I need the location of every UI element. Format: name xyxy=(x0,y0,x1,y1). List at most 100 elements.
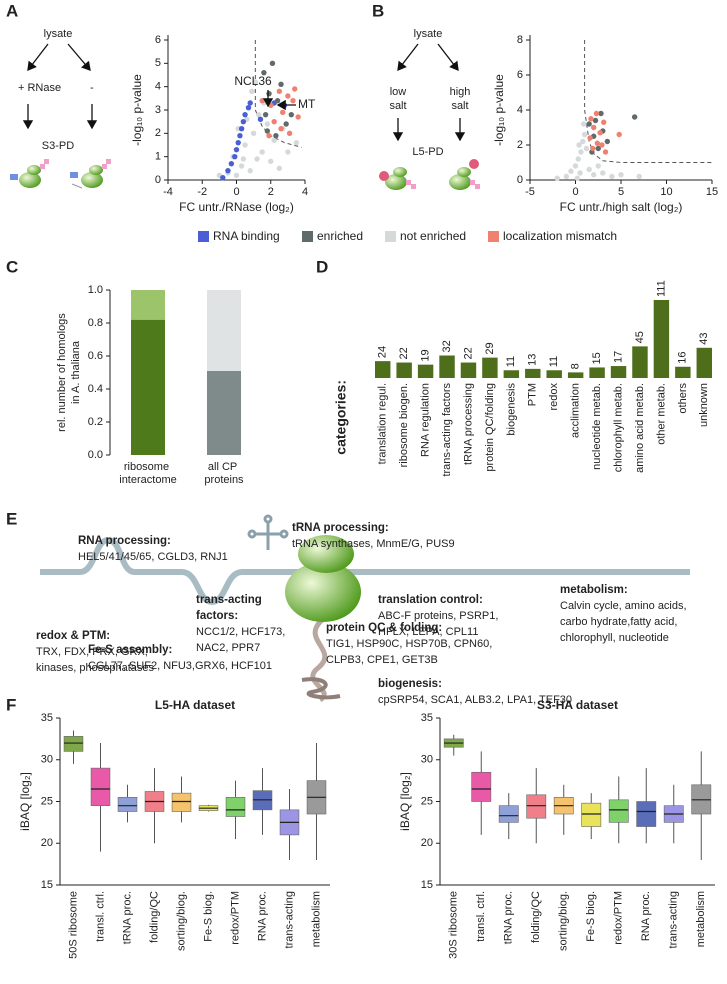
x-tick-label: 5 xyxy=(618,186,624,198)
y-axis-label: iBAQ [log₂] xyxy=(18,772,32,831)
x-tick-label: 0 xyxy=(572,186,578,198)
value-label: 19 xyxy=(420,349,432,361)
point xyxy=(245,104,252,111)
y-tick-label: 6 xyxy=(517,69,523,81)
membrane xyxy=(40,536,690,606)
x-tick-label: sorting/biog. xyxy=(175,891,187,951)
point xyxy=(572,163,579,169)
x-tick-label: amino acid metab. xyxy=(634,383,646,473)
diagram-text: S3-PD xyxy=(42,140,74,152)
point xyxy=(257,116,264,123)
point xyxy=(581,131,588,138)
node-title: protein QC & folding: xyxy=(326,622,442,634)
y-tick-label: 30 xyxy=(421,754,433,766)
x-tick-label: unknown xyxy=(698,383,710,427)
x-tick-label: metabolism xyxy=(310,891,322,947)
x-axis-label: FC untr./RNase (log₂) xyxy=(179,200,294,214)
y-tick-label: 35 xyxy=(421,712,433,724)
y-tick-label: 6 xyxy=(155,34,161,46)
point xyxy=(591,124,597,131)
node-text: TRX, FDX, PRX, GRX, xyxy=(36,646,148,658)
point xyxy=(249,88,255,95)
y-tick-label: 25 xyxy=(421,795,433,807)
x-tick-label: tRNA proc. xyxy=(503,891,515,944)
folded-chain xyxy=(301,677,341,700)
value-label: 32 xyxy=(441,340,453,352)
panel-label: A xyxy=(6,1,18,20)
large-subunit xyxy=(285,562,361,622)
point xyxy=(256,111,262,118)
node-title: biogenesis: xyxy=(378,678,442,690)
point xyxy=(271,137,277,144)
bar-segment xyxy=(207,370,241,455)
y-tick-label: 30 xyxy=(41,754,53,766)
point xyxy=(295,114,301,120)
point xyxy=(259,97,265,104)
point xyxy=(583,145,590,152)
point xyxy=(636,173,642,180)
value-label: 11 xyxy=(505,356,517,367)
arrow xyxy=(67,43,91,71)
point xyxy=(247,100,253,106)
point xyxy=(242,111,248,118)
value-label: 11 xyxy=(548,356,560,367)
value-label: 111 xyxy=(655,280,667,297)
value-label: 45 xyxy=(634,331,646,343)
x-tick-label: folding/QC xyxy=(530,891,542,943)
y-tick-label: 1.0 xyxy=(88,284,103,296)
box xyxy=(225,797,246,817)
point xyxy=(274,97,281,104)
x-tick-label: ribosome interactome xyxy=(119,461,176,486)
x-tick-label: 15 xyxy=(706,186,718,198)
point xyxy=(240,156,247,162)
point xyxy=(238,125,245,132)
node-title: factors: xyxy=(196,610,238,622)
point xyxy=(271,118,277,125)
x-tick-label: 30S ribosome xyxy=(448,891,460,959)
bar xyxy=(503,370,520,378)
point xyxy=(233,172,240,179)
x-axis-label: categories: xyxy=(333,380,349,455)
x-tick-label: redox xyxy=(548,383,560,411)
y-tick-label: 0.0 xyxy=(88,449,103,461)
y-tick-label: 0 xyxy=(517,174,523,186)
y-axis-label: rel. number of homologs xyxy=(56,313,68,432)
point xyxy=(273,132,279,139)
x-tick-label: PTM xyxy=(527,383,539,406)
point xyxy=(597,130,603,136)
x-tick-label: 50S ribosome xyxy=(67,891,79,959)
y-tick-label: 5 xyxy=(155,57,161,69)
value-label: 13 xyxy=(527,354,539,366)
bar-segment xyxy=(131,290,165,320)
diagram-text: - xyxy=(90,82,94,94)
point xyxy=(616,131,622,138)
point xyxy=(586,121,592,127)
point xyxy=(240,118,247,125)
value-label: 8 xyxy=(570,363,582,369)
ribosome-icon xyxy=(10,159,49,188)
x-tick-label: translation regul. xyxy=(377,383,389,464)
point xyxy=(237,132,243,139)
legend-label: enriched xyxy=(317,229,363,243)
bar xyxy=(610,366,627,378)
x-tick-label: redox/PTM xyxy=(229,891,241,945)
x-tick-label: others xyxy=(677,383,689,414)
value-label: 43 xyxy=(698,333,710,345)
node-title: translation control: xyxy=(378,594,483,606)
point xyxy=(292,86,298,92)
ribosome-icon xyxy=(449,159,480,190)
point xyxy=(602,149,609,155)
node-text: carbo hydrate,fatty acid, xyxy=(560,616,677,628)
point xyxy=(286,130,293,137)
y-tick-label: 20 xyxy=(421,837,433,849)
y-tick-label: 0.6 xyxy=(88,350,103,362)
x-tick-label: acclimation xyxy=(570,383,582,438)
diagram-a: lysate + RNase - S3-PD xyxy=(10,28,111,189)
panel-label: C xyxy=(6,257,18,276)
diagram-text: low xyxy=(390,86,407,98)
diagram-text: salt xyxy=(451,100,468,112)
x-tick-label: trans-acting xyxy=(668,891,680,948)
point xyxy=(577,170,583,176)
point xyxy=(593,110,600,117)
point xyxy=(262,111,269,118)
